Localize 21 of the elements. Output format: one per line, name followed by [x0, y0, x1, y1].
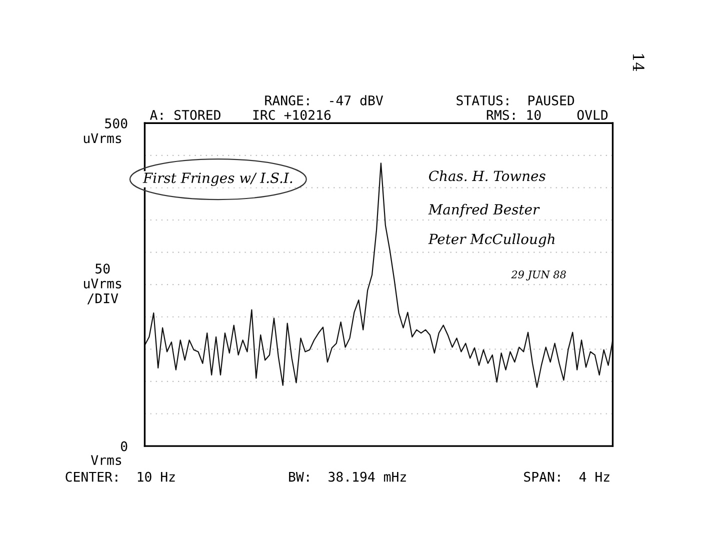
text: RANGE: -47 dBV — [265, 95, 384, 106]
text: STATUS: PAUSED — [456, 95, 574, 106]
y-tick-label: 500 — [105, 118, 128, 128]
y-tick-label: 0 — [120, 441, 128, 452]
text: OVLD — [577, 110, 608, 120]
annotation: Peter McCullough — [428, 233, 555, 248]
annotation: Chas. H. Townes — [429, 170, 546, 182]
text: IRC +10216 — [253, 110, 331, 120]
annotation: First Fringes w/ I.S.I. — [142, 172, 292, 186]
text: A: STORED — [150, 110, 220, 120]
text: uVrms — [84, 133, 122, 144]
text: Vrms — [90, 455, 122, 466]
text: 14 — [632, 54, 644, 72]
text: BW: 38.194 mHz — [289, 472, 406, 482]
annotation: Manfred Bester — [428, 204, 540, 218]
text: RMS: 10 — [486, 110, 541, 120]
line-series — [144, 162, 613, 388]
annotation: 29 JUN 88 — [511, 270, 566, 280]
y-axis-title: 50 uVrms /DIV — [84, 264, 122, 304]
text: CENTER: 10 Hz — [66, 472, 175, 482]
text: SPAN: 4 Hz — [524, 472, 610, 482]
